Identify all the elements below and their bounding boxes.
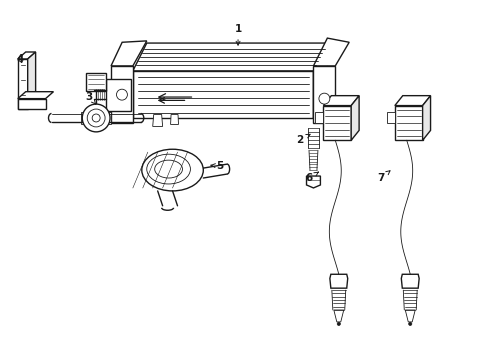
Polygon shape: [323, 96, 358, 105]
Circle shape: [337, 322, 340, 325]
Polygon shape: [350, 96, 358, 140]
Circle shape: [87, 109, 105, 127]
Polygon shape: [18, 99, 45, 109]
Ellipse shape: [154, 160, 182, 178]
Polygon shape: [333, 310, 343, 322]
Text: 1: 1: [234, 24, 241, 45]
Polygon shape: [81, 112, 86, 125]
Ellipse shape: [146, 154, 190, 184]
Circle shape: [92, 114, 100, 122]
Polygon shape: [152, 114, 163, 126]
Circle shape: [408, 322, 411, 325]
Polygon shape: [86, 73, 106, 91]
Polygon shape: [306, 176, 320, 188]
Polygon shape: [315, 112, 323, 123]
Polygon shape: [133, 43, 326, 71]
Polygon shape: [405, 310, 414, 322]
Polygon shape: [394, 96, 429, 105]
Polygon shape: [18, 52, 36, 59]
Polygon shape: [386, 112, 394, 123]
Polygon shape: [18, 92, 53, 99]
Text: 6: 6: [305, 172, 318, 183]
Polygon shape: [323, 105, 350, 140]
Text: 2: 2: [295, 134, 309, 145]
Polygon shape: [313, 38, 348, 66]
Circle shape: [116, 89, 127, 100]
Polygon shape: [18, 59, 28, 109]
Text: 5: 5: [210, 161, 224, 171]
Polygon shape: [422, 96, 429, 140]
Polygon shape: [401, 274, 418, 288]
Circle shape: [82, 104, 110, 132]
Polygon shape: [170, 114, 178, 125]
Polygon shape: [329, 274, 347, 288]
Text: 7: 7: [376, 171, 389, 183]
Text: 4: 4: [16, 54, 23, 64]
Polygon shape: [106, 79, 131, 111]
Polygon shape: [111, 41, 146, 66]
Text: 3: 3: [85, 92, 96, 104]
Polygon shape: [394, 105, 422, 140]
Polygon shape: [313, 66, 335, 123]
Polygon shape: [313, 43, 326, 118]
Polygon shape: [133, 71, 313, 118]
Polygon shape: [28, 52, 36, 109]
Polygon shape: [111, 66, 133, 123]
Ellipse shape: [142, 149, 203, 191]
Polygon shape: [106, 112, 111, 125]
Circle shape: [318, 93, 329, 104]
